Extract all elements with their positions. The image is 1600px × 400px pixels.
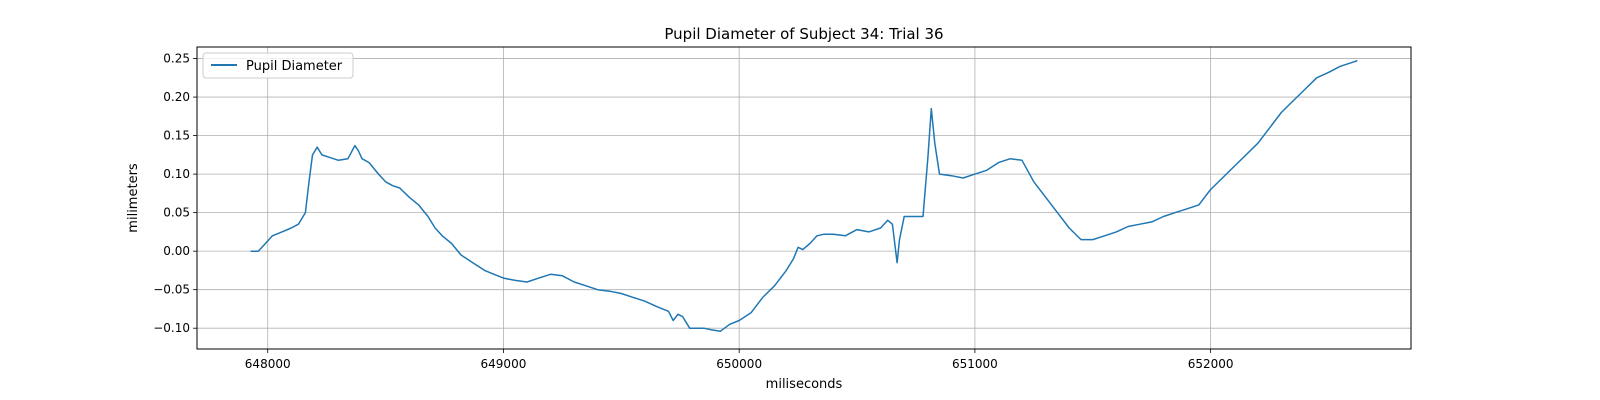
grid [197, 47, 1411, 349]
y-tick-label: 0.20 [163, 90, 190, 104]
x-tick-label: 652000 [1188, 357, 1234, 371]
y-tick-label: 0.15 [163, 129, 190, 143]
y-tick-label: 0.00 [163, 244, 190, 258]
x-tick-label: 650000 [716, 357, 762, 371]
y-tick-label: −0.10 [153, 321, 190, 335]
legend-box [202, 52, 354, 79]
plot-frame [196, 46, 1412, 350]
series-layer [250, 60, 1358, 333]
chart-title: Pupil Diameter of Subject 34: Trial 36 [664, 25, 943, 43]
x-tick-label: 648000 [245, 357, 291, 371]
series-line [250, 60, 1358, 333]
legend: Pupil Diameter [202, 52, 354, 79]
y-tick-label: 0.10 [163, 167, 190, 181]
y-tick-label: 0.25 [163, 52, 190, 66]
y-axis-label: milimeters [126, 163, 141, 233]
x-axis-label: miliseconds [766, 377, 843, 392]
y-tick-label: −0.05 [153, 283, 190, 297]
x-tick-label: 649000 [481, 357, 527, 371]
y-tick-label: 0.05 [163, 206, 190, 220]
x-tick-label: 651000 [952, 357, 998, 371]
legend-label: Pupil Diameter [246, 59, 343, 74]
ticks: 648000 649000 650000 651000 652000 −0.10 −0.05… [153, 52, 1233, 371]
